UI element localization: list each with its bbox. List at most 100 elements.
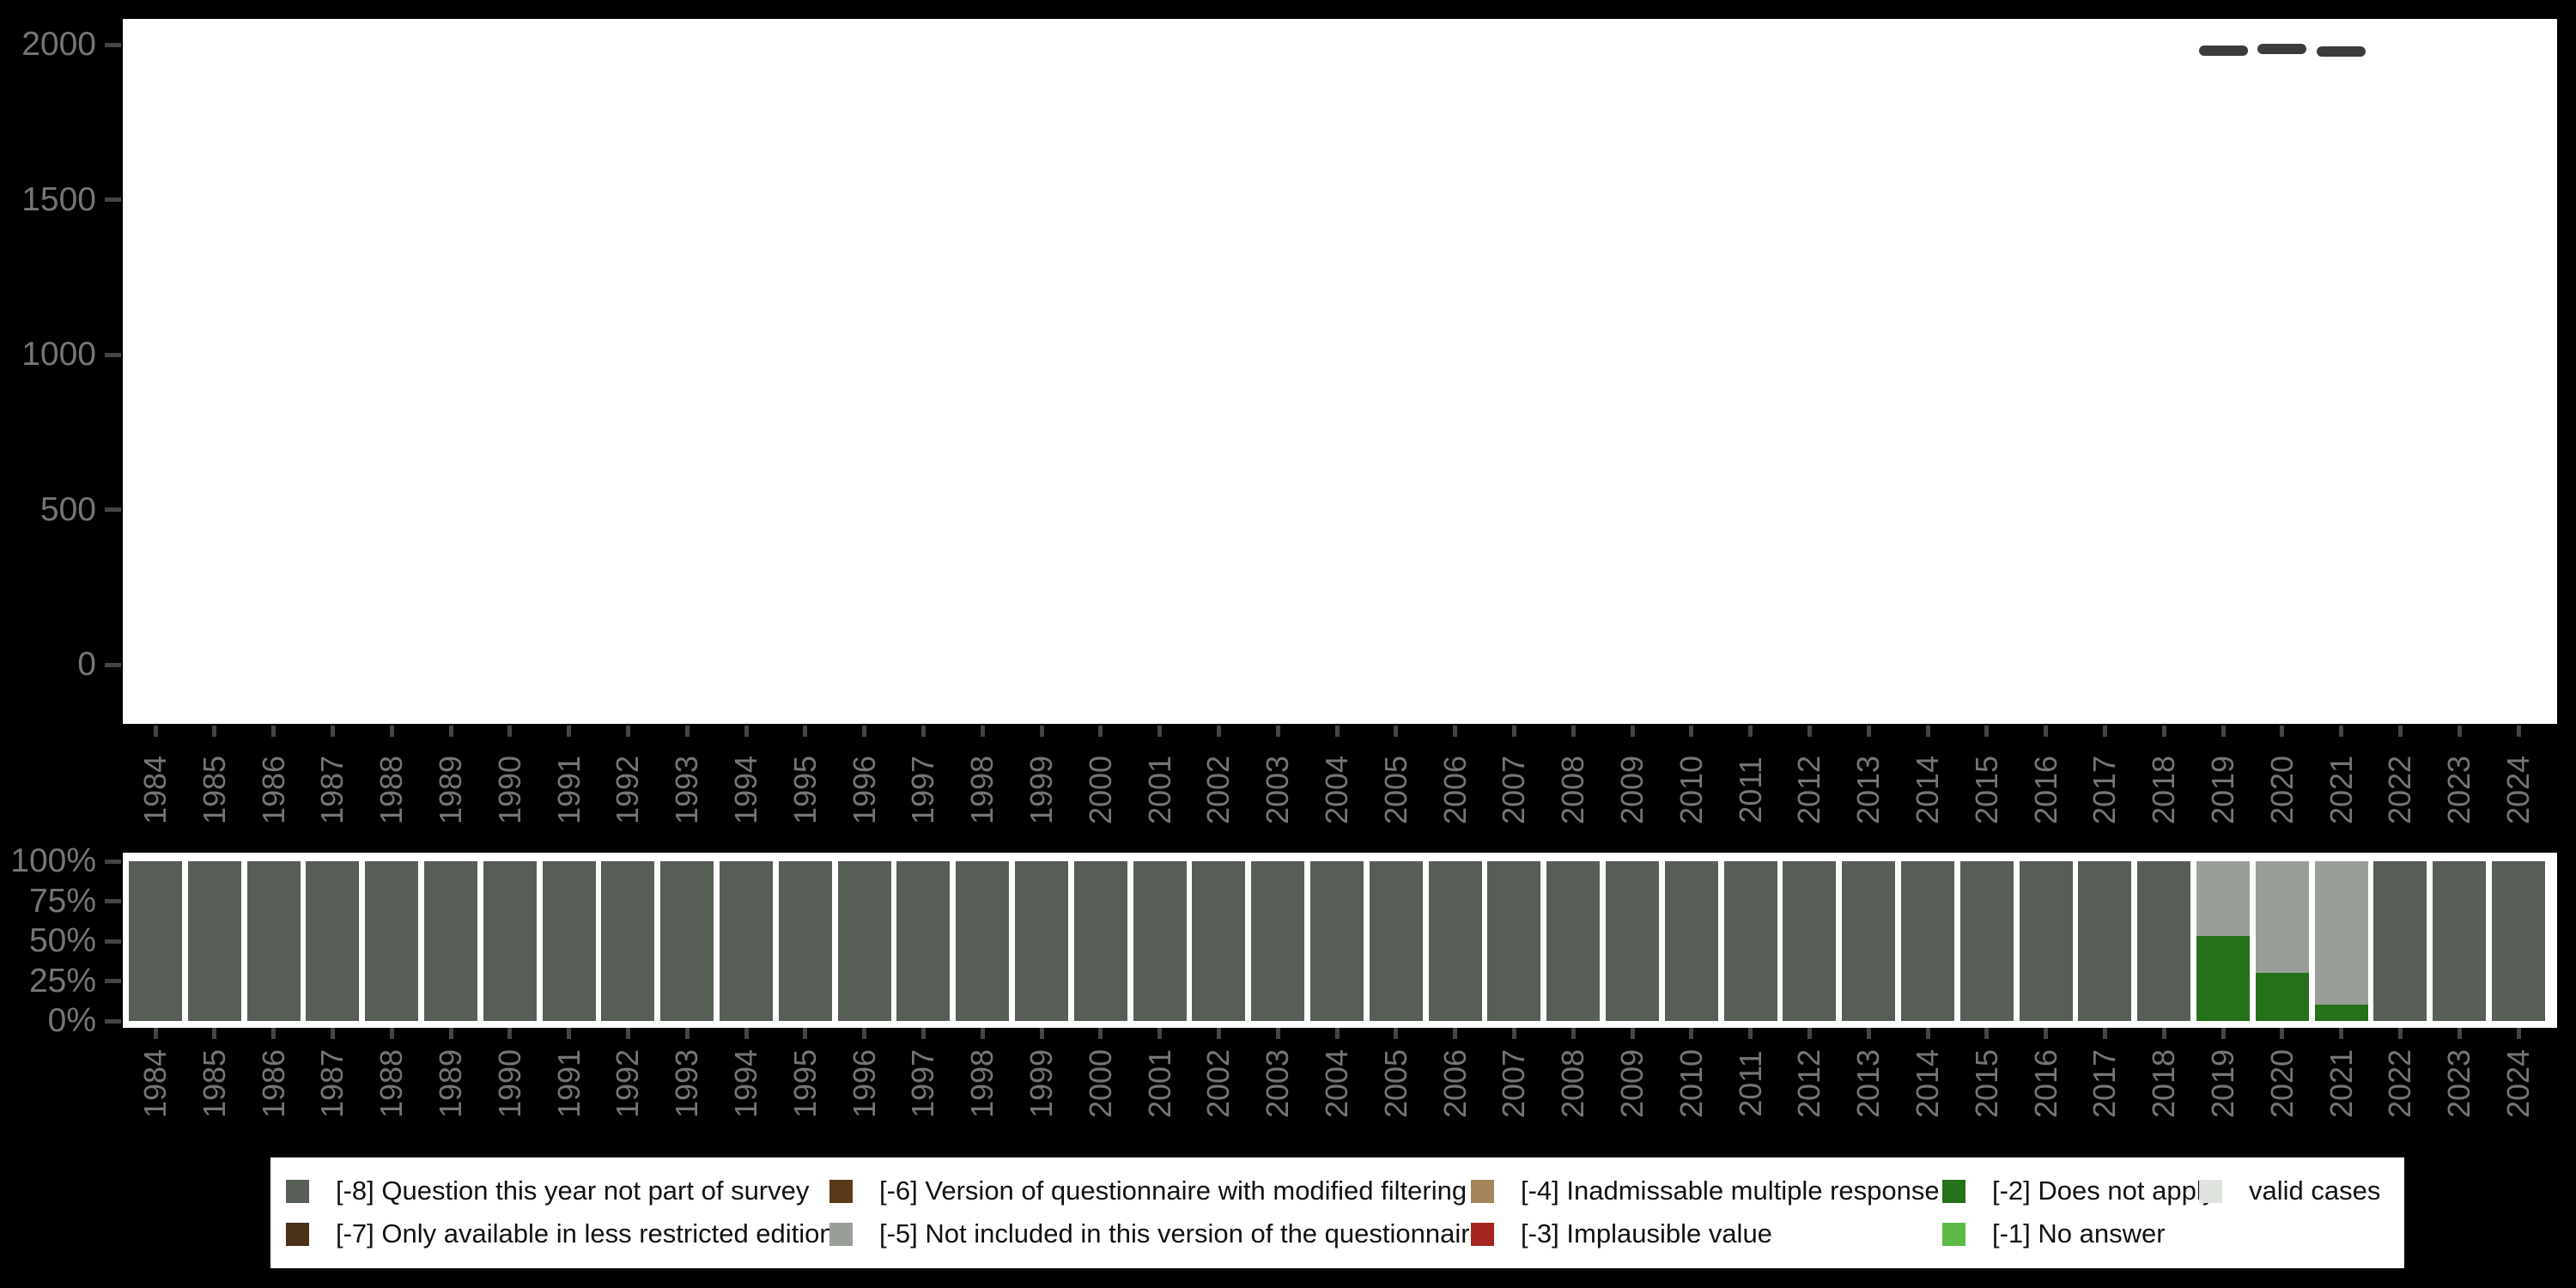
x-tick-label-year: 2013 xyxy=(1850,1048,1886,1119)
x-tick-label-year: 1990 xyxy=(491,1048,527,1119)
bar-segment--8 xyxy=(2019,861,2073,1021)
x-tick xyxy=(803,1028,808,1039)
pct-y-tick xyxy=(105,1018,121,1024)
pct-y-tick-label: 25% xyxy=(28,962,96,999)
cases-y-tick-label: 1500 xyxy=(21,180,96,218)
x-tick-label-year: 2021 xyxy=(2323,1048,2359,1119)
cases-y-tick xyxy=(105,352,121,357)
x-tick xyxy=(2339,726,2344,737)
x-tick-label-year: 2022 xyxy=(2382,755,2418,825)
cases-y-tick xyxy=(105,507,121,512)
pct-y-tick xyxy=(105,979,121,983)
case-count-dash xyxy=(2257,44,2307,55)
x-tick-label-year: 2019 xyxy=(2205,755,2240,825)
x-tick xyxy=(1275,1028,1280,1039)
bar-segment--8 xyxy=(1723,861,1777,1021)
x-tick-label-year: 2016 xyxy=(2027,1048,2063,1119)
bar-segment--8 xyxy=(660,861,714,1021)
x-tick xyxy=(862,726,867,737)
x-tick-label-year: 1990 xyxy=(491,755,527,825)
x-tick xyxy=(1453,1028,1458,1039)
x-tick-label-year: 2014 xyxy=(1910,1048,1945,1119)
x-tick xyxy=(980,726,985,737)
x-tick xyxy=(1334,726,1340,737)
bar-segment--2 xyxy=(2255,973,2309,1021)
bar-segment--8 xyxy=(1428,861,1482,1021)
x-tick xyxy=(1098,726,1103,737)
x-tick-label-year: 1985 xyxy=(196,755,232,825)
legend-swatch--3 xyxy=(1471,1223,1494,1246)
x-tick-label-year: 2010 xyxy=(1673,755,1709,825)
x-tick xyxy=(330,1028,335,1039)
x-tick-label-year: 1999 xyxy=(1024,755,1059,825)
bar-segment--2 xyxy=(2196,936,2250,1021)
legend-swatch-valid xyxy=(2199,1180,2222,1203)
x-tick-label-year: 2006 xyxy=(1437,755,1473,825)
x-tick-label-year: 2024 xyxy=(2500,1048,2536,1119)
bar-segment--8 xyxy=(1192,861,1246,1021)
x-tick xyxy=(1453,726,1458,737)
x-tick xyxy=(1571,1028,1576,1039)
x-tick xyxy=(2280,1028,2285,1039)
x-tick xyxy=(1511,726,1516,737)
bar-segment--8 xyxy=(1664,861,1718,1021)
x-tick-label-year: 2012 xyxy=(1791,755,1827,825)
bar-segment--8 xyxy=(129,861,182,1021)
cases-y-tick-label: 0 xyxy=(77,646,96,683)
x-tick xyxy=(2102,1028,2107,1039)
x-tick-label-year: 2000 xyxy=(1082,755,1118,825)
x-tick xyxy=(2280,726,2285,737)
stacked-bar xyxy=(483,861,537,1021)
x-tick xyxy=(684,726,690,737)
x-tick xyxy=(1157,1028,1163,1039)
bar-segment--8 xyxy=(1133,861,1187,1021)
x-tick xyxy=(330,726,335,737)
bar-segment--8 xyxy=(1783,861,1837,1021)
bar-segment--8 xyxy=(2137,861,2191,1021)
x-tick-label-year: 1995 xyxy=(787,1048,823,1119)
x-tick xyxy=(2457,1028,2462,1039)
x-tick-label-year: 1996 xyxy=(846,755,882,825)
x-tick xyxy=(1984,726,1990,737)
stacked-bar xyxy=(837,861,891,1021)
cases-y-tick xyxy=(105,42,121,47)
x-tick xyxy=(448,1028,453,1039)
x-tick-label-year: 2004 xyxy=(1319,755,1354,825)
bar-segment--8 xyxy=(2433,861,2487,1021)
x-tick xyxy=(1394,726,1399,737)
x-tick-label-year: 2005 xyxy=(1377,755,1413,825)
x-tick-label-year: 2006 xyxy=(1437,1048,1473,1119)
case-count-dash xyxy=(2198,46,2248,57)
legend-swatch--8 xyxy=(286,1180,309,1203)
stacked-bar xyxy=(1901,861,1954,1021)
x-tick xyxy=(1866,1028,1871,1039)
x-tick-label-year: 2018 xyxy=(2146,755,2182,825)
x-tick-label-year: 1995 xyxy=(787,755,823,825)
bar-segment--8 xyxy=(601,861,655,1021)
stacked-bar xyxy=(778,861,832,1021)
x-tick xyxy=(389,1028,394,1039)
stacked-bar xyxy=(1664,861,1718,1021)
x-tick-label-year: 1994 xyxy=(728,755,763,825)
x-tick-label-year: 2013 xyxy=(1850,755,1886,825)
x-tick xyxy=(2397,1028,2403,1039)
x-tick-label-year: 2020 xyxy=(2263,1048,2300,1119)
x-tick-label-year: 1997 xyxy=(905,1048,941,1119)
bar-segment--8 xyxy=(896,861,951,1021)
legend-label--6: [-6] Version of questionnaire with modif… xyxy=(879,1176,1467,1206)
legend-swatch--7 xyxy=(286,1223,309,1246)
x-tick-label-year: 2023 xyxy=(2441,755,2477,825)
x-tick xyxy=(448,726,453,737)
stacked-bar xyxy=(1251,861,1305,1021)
x-tick-label-year: 2023 xyxy=(2441,1048,2477,1119)
x-tick-label-year: 2003 xyxy=(1260,1048,1296,1119)
legend-swatch--4 xyxy=(1471,1180,1494,1203)
legend-swatch--5 xyxy=(829,1223,853,1246)
cases-y-tick xyxy=(105,197,121,202)
x-tick xyxy=(567,726,572,737)
x-tick xyxy=(1216,1028,1221,1039)
x-tick xyxy=(2339,1028,2344,1039)
bar-segment--8 xyxy=(1369,861,1423,1021)
x-tick xyxy=(153,1028,158,1039)
